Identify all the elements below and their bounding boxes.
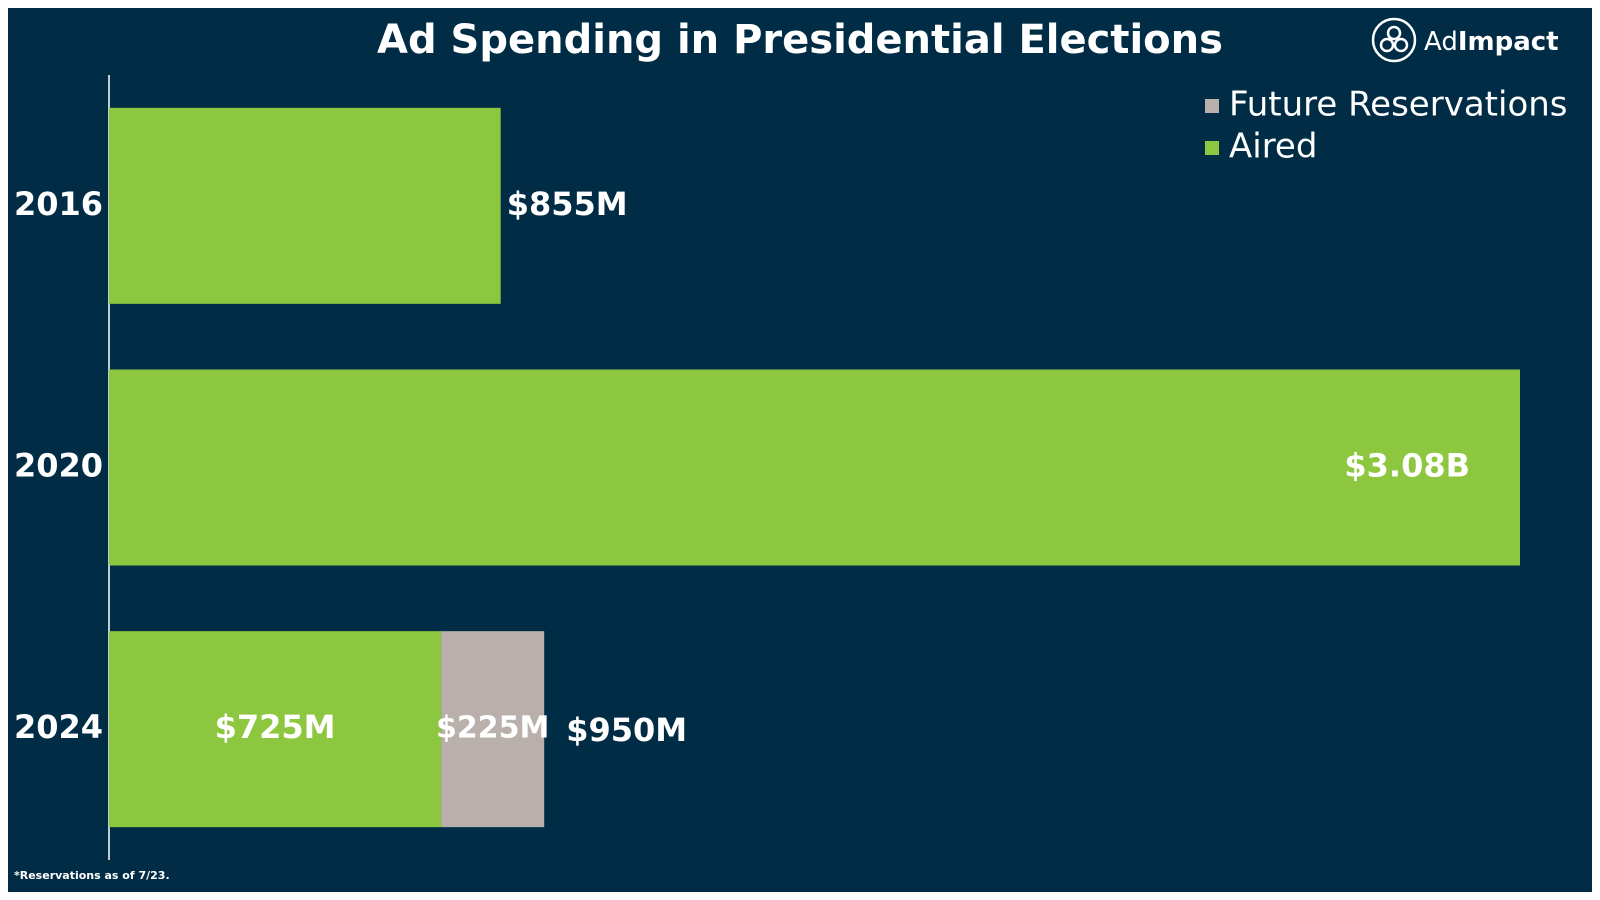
logo-dot [1386,25,1402,41]
legend-swatch [1205,99,1219,113]
logo-part: Impact [1458,27,1559,57]
logo-dot [1379,37,1395,53]
total-label: $950M [566,711,687,749]
data-label: $225M [436,711,549,746]
logo-text: AdImpact [1424,27,1559,57]
bar [109,631,442,828]
data-label: $725M [215,708,336,746]
footnote: *Reservations as of 7/23. [14,869,170,882]
legend-label: Future Reservations [1229,85,1568,125]
bar [441,631,545,828]
y-tick-label: 2024 [14,708,103,746]
data-label: $3.08B [1344,447,1470,485]
data-label: $855M [507,185,628,223]
y-tick-label: 2016 [14,185,103,223]
logo: AdImpact [1371,17,1559,63]
legend-swatch [1205,141,1219,155]
logo-part: Ad [1424,27,1458,57]
chart-title: Ad Spending in Presidential Elections [377,17,1223,63]
bar [109,107,501,304]
logo-dot [1393,37,1409,53]
y-tick-label: 2020 [14,447,103,485]
logo-ring [1371,17,1417,63]
legend-label: Aired [1229,127,1317,167]
bar [109,369,1520,566]
